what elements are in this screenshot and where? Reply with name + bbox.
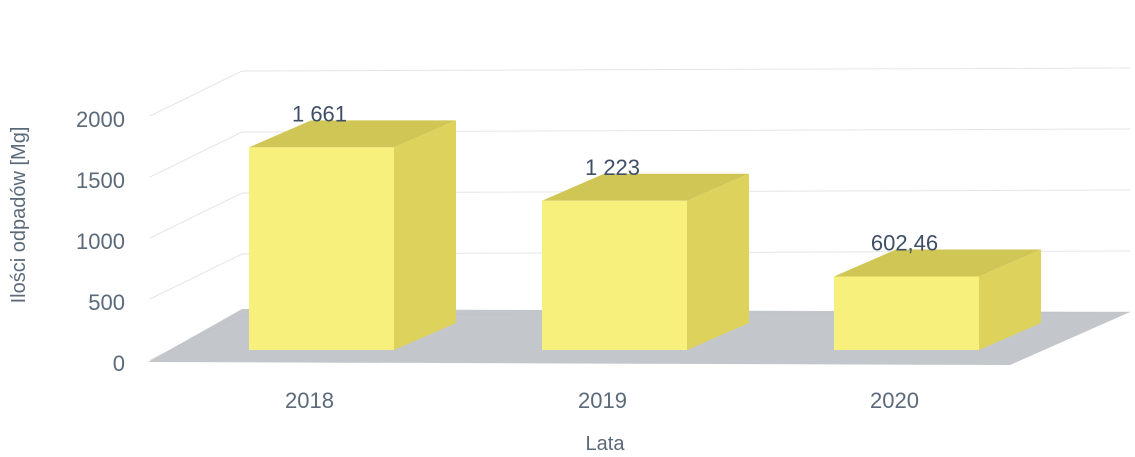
gridline — [241, 67, 1131, 72]
bar-side — [687, 173, 749, 350]
y-axis-ticks: 0 500 1000 1500 2000 — [76, 107, 125, 376]
bar-top — [249, 120, 456, 148]
bar-side — [979, 249, 1041, 350]
x-axis-title: Lata — [586, 433, 626, 455]
y-tick-label: 0 — [113, 351, 125, 376]
gridline — [149, 192, 243, 239]
data-label: 1 661 — [292, 101, 347, 126]
bar-side — [394, 120, 456, 350]
y-tick-label: 500 — [88, 290, 125, 315]
data-labels: 1 661 1 223 602,46 — [292, 101, 938, 255]
gridline — [149, 253, 243, 300]
bar-2020 — [834, 249, 1041, 350]
y-axis-title: Ilości odpadów [Mg] — [8, 127, 30, 304]
bar-2019 — [542, 173, 749, 350]
gridline — [149, 131, 243, 178]
bar-top — [834, 249, 1041, 277]
y-tick-label: 1000 — [76, 229, 125, 254]
x-axis-ticks: 2018 2019 2020 — [285, 388, 919, 413]
gridline — [149, 70, 243, 117]
x-tick-label: 2019 — [578, 388, 627, 413]
y-tick-label: 2000 — [76, 107, 125, 132]
y-tick-label: 1500 — [76, 168, 125, 193]
bar-front — [249, 147, 394, 350]
data-label: 602,46 — [871, 230, 938, 255]
bar-top — [542, 173, 749, 201]
x-tick-label: 2020 — [870, 388, 919, 413]
x-tick-label: 2018 — [285, 388, 334, 413]
bars — [249, 120, 1041, 350]
data-label: 1 223 — [585, 155, 640, 180]
bar-2018 — [249, 120, 456, 350]
bar-front — [542, 200, 687, 350]
bar-front — [834, 276, 979, 350]
